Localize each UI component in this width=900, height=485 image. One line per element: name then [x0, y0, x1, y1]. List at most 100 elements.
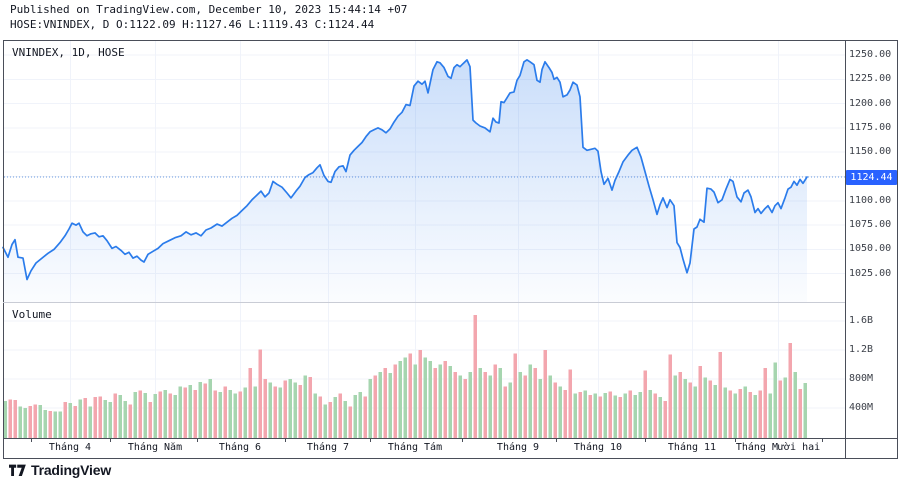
- volume-bar: [248, 368, 252, 438]
- volume-bar: [558, 386, 562, 438]
- volume-bar: [178, 386, 182, 438]
- volume-bar: [803, 382, 807, 438]
- volume-bar: [148, 402, 152, 438]
- volume-bar: [253, 386, 257, 438]
- volume-bar: [643, 370, 647, 438]
- volume-bar: [483, 371, 487, 438]
- volume-axis-tick-label: 800M: [849, 373, 874, 384]
- volume-bar: [83, 397, 87, 438]
- volume-bar: [53, 411, 57, 438]
- volume-bar: [398, 360, 402, 438]
- volume-bar: [283, 380, 287, 438]
- volume-bar: [48, 410, 52, 438]
- volume-bar: [443, 360, 447, 438]
- chart-frame: [3, 40, 898, 459]
- volume-bar: [288, 379, 292, 438]
- volume-bar: [708, 380, 712, 438]
- volume-axis-tick-label: 400M: [849, 402, 874, 413]
- volume-axis-tick-label: 1.6B: [849, 315, 874, 326]
- volume-bar: [43, 410, 47, 438]
- volume-bar: [333, 397, 337, 438]
- volume-bar: [8, 399, 12, 438]
- volume-bar: [678, 371, 682, 438]
- volume-bar: [663, 400, 667, 438]
- volume-bar: [188, 384, 192, 438]
- volume-bar: [378, 371, 382, 438]
- volume-bar: [703, 377, 707, 438]
- volume-bar: [93, 397, 97, 438]
- volume-bar: [588, 394, 592, 438]
- volume-bar: [683, 379, 687, 438]
- volume-bar: [303, 375, 307, 438]
- volume-bar: [313, 393, 317, 438]
- published-line: Published on TradingView.com, December 1…: [10, 3, 408, 16]
- time-axis-month-label: Tháng 11: [667, 442, 717, 453]
- volume-bar: [573, 393, 577, 438]
- volume-bar: [358, 392, 362, 438]
- volume-bar: [413, 364, 417, 438]
- volume-bar: [63, 402, 67, 438]
- tradingview-logo-text: TradingView: [31, 462, 112, 478]
- volume-bar: [653, 393, 657, 438]
- volume-bar: [218, 392, 222, 438]
- volume-bar: [533, 368, 537, 438]
- volume-bar: [153, 394, 157, 438]
- price-line: [2, 59, 808, 281]
- volume-bar: [798, 389, 802, 438]
- volume-bar: [213, 390, 217, 438]
- price-axis-tick-label: 1250.00: [849, 49, 892, 60]
- volume-bar: [198, 381, 202, 438]
- price-axis-tick-label: 1175.00: [849, 121, 892, 133]
- volume-bar: [518, 371, 522, 438]
- volume-bar: [648, 389, 652, 438]
- volume-bar: [428, 360, 432, 438]
- volume-bar: [373, 375, 377, 438]
- volume-bar: [633, 394, 637, 438]
- volume-bar: [223, 386, 227, 438]
- volume-bar: [458, 375, 462, 438]
- volume-bar: [508, 382, 512, 438]
- volume-bar: [763, 368, 767, 438]
- symbol-ohlc-line: HOSE:VNINDEX, D O:1122.09 H:1127.46 L:11…: [10, 18, 375, 31]
- volume-bar: [298, 384, 302, 438]
- volume-bar: [368, 379, 372, 438]
- volume-bar: [328, 402, 332, 438]
- volume-bar: [628, 390, 632, 438]
- volume-bar: [68, 402, 72, 438]
- tradingview-logo-icon: [9, 464, 26, 476]
- volume-bar: [668, 354, 672, 438]
- volume-bar: [623, 393, 627, 438]
- volume-bar: [613, 395, 617, 438]
- volume-bar: [113, 393, 117, 438]
- volume-bar: [203, 383, 207, 438]
- price-axis-tick-label: 1025.00: [849, 267, 892, 279]
- volume-bar: [733, 393, 737, 438]
- volume-bar: [3, 400, 7, 438]
- volume-bar: [163, 389, 167, 438]
- volume-bar: [448, 365, 452, 438]
- time-axis-month-label: Tháng 7: [306, 442, 350, 453]
- chart-legend-title: VNINDEX, 1D, HOSE: [12, 46, 125, 59]
- volume-bar: [658, 397, 662, 438]
- time-axis-month-label: Tháng 10: [573, 442, 623, 453]
- volume-bar: [258, 349, 262, 438]
- volume-bar: [463, 379, 467, 438]
- volume-bar: [123, 400, 127, 438]
- volume-bar: [778, 380, 782, 438]
- volume-bar: [103, 400, 107, 438]
- volume-bar: [143, 392, 147, 438]
- volume-bar: [308, 376, 312, 438]
- volume-bar: [618, 397, 622, 438]
- volume-bar: [78, 399, 82, 438]
- volume-bar: [108, 402, 112, 438]
- tradingview-logo[interactable]: TradingView: [9, 462, 111, 478]
- volume-bar: [598, 396, 602, 438]
- volume-bar: [688, 382, 692, 438]
- volume-bar: [548, 375, 552, 438]
- volume-bar: [243, 387, 247, 438]
- volume-bar: [713, 384, 717, 438]
- volume-bar: [793, 371, 797, 438]
- volume-bar: [158, 391, 162, 438]
